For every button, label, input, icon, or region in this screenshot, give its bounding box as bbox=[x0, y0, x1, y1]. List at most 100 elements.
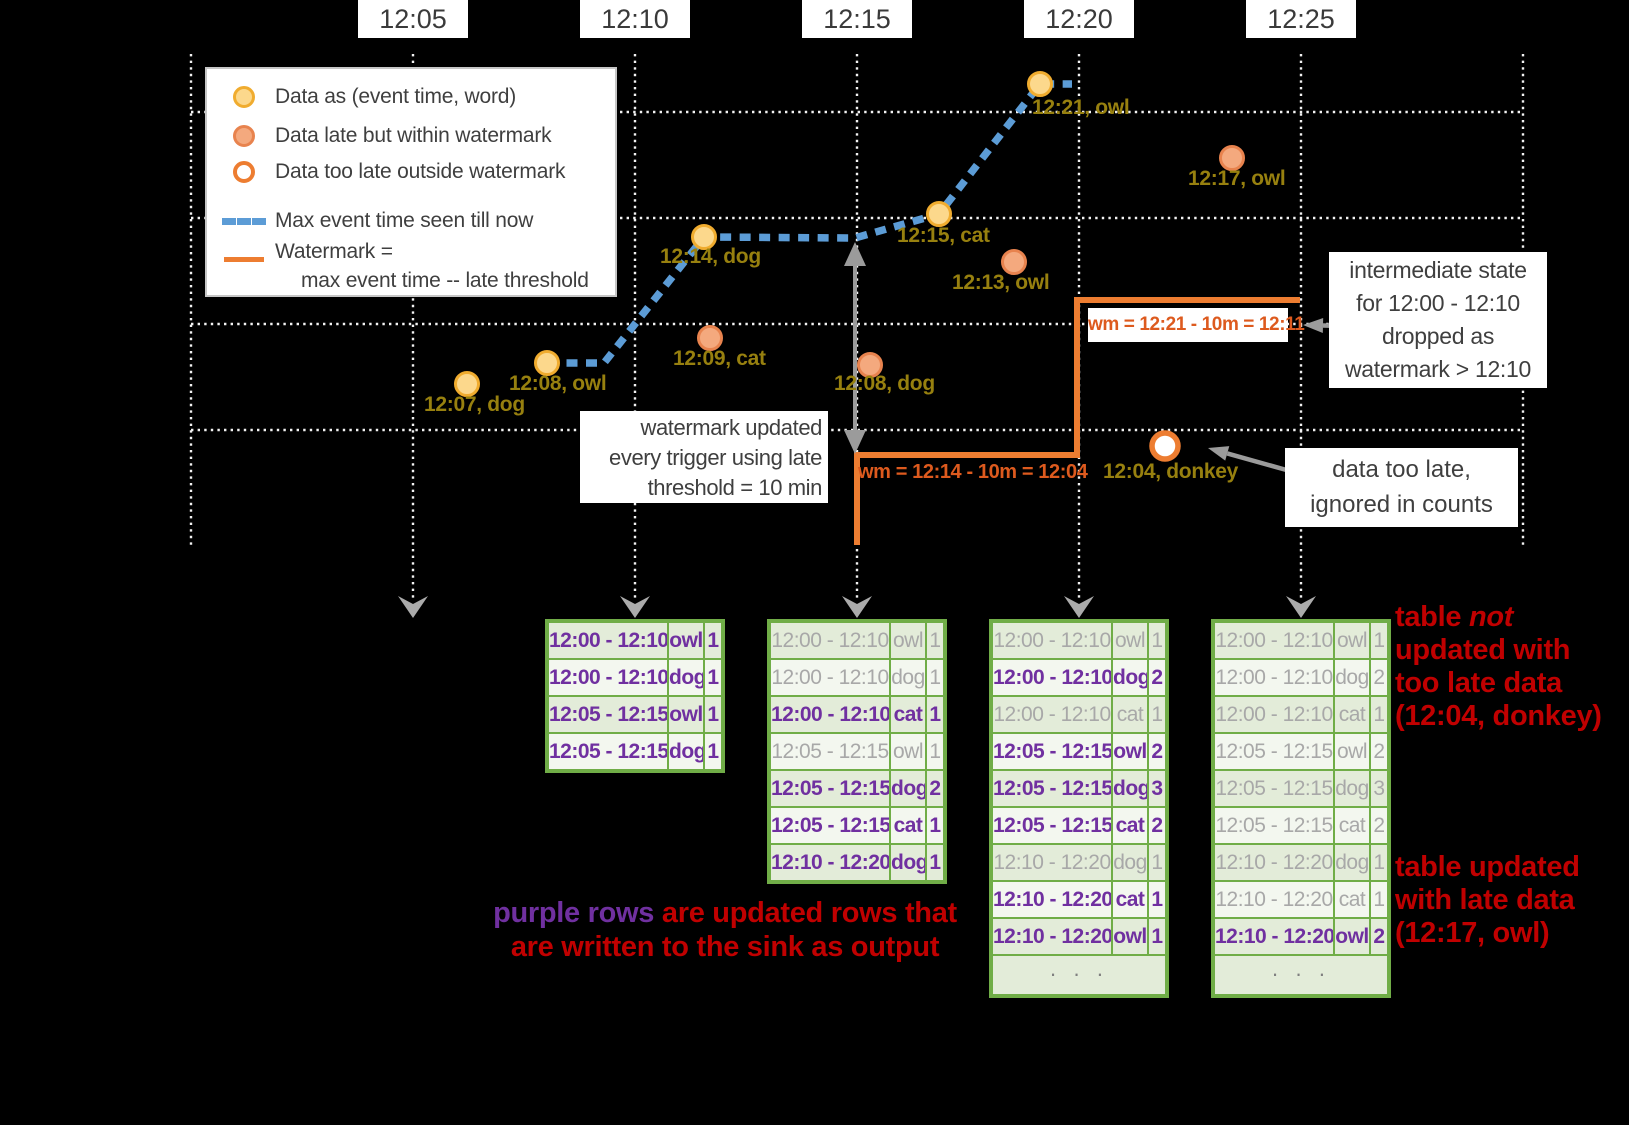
table-cell-window: 12:05 - 12:15 bbox=[549, 734, 667, 769]
table-cell-count: 1 bbox=[1371, 697, 1387, 732]
results-table-12-20: 12:00 - 12:10 owl 1 12:00 - 12:10 dog 2 12:00 … bbox=[989, 619, 1169, 998]
note-table-not-updated: table not updated with too late data (12… bbox=[1395, 601, 1602, 733]
trigger-arrow-icon bbox=[398, 596, 428, 618]
table-cell-count: 1 bbox=[927, 734, 943, 769]
table-cell-count: 1 bbox=[705, 734, 721, 769]
table-cell-count: 2 bbox=[1149, 734, 1165, 769]
note-line: purple rows are updated rows that bbox=[493, 897, 957, 929]
table-cell-word: dog bbox=[1335, 660, 1369, 695]
table-cell-count: 1 bbox=[927, 660, 943, 695]
point-label: 12:17, owl bbox=[1188, 167, 1286, 190]
table-cell-word: owl bbox=[1113, 734, 1147, 769]
note-table-updated-late: table updated with late data (12:17, owl… bbox=[1395, 851, 1580, 950]
point-label: 12:09, cat bbox=[673, 347, 766, 370]
table-cell-window: 12:05 - 12:15 bbox=[993, 734, 1111, 769]
double-arrow-up-head-icon bbox=[844, 242, 866, 266]
table-cell-count: 3 bbox=[1149, 771, 1165, 806]
callout-line: every trigger using late bbox=[609, 445, 822, 470]
late-point-icon bbox=[221, 125, 267, 147]
note-line: (12:17, owl) bbox=[1395, 917, 1550, 949]
table-cell-window: 12:10 - 12:20 bbox=[993, 919, 1111, 954]
note-line: table updated bbox=[1395, 851, 1580, 883]
table-cell-window: 12:05 - 12:15 bbox=[1215, 808, 1333, 843]
table-ellipsis-row: · · · bbox=[993, 956, 1165, 994]
table-cell-window: 12:05 - 12:15 bbox=[549, 697, 667, 732]
table-cell-count: 2 bbox=[1371, 660, 1387, 695]
table-cell-window: 12:10 - 12:20 bbox=[1215, 845, 1333, 880]
table-cell-count: 1 bbox=[1149, 882, 1165, 917]
note-line: table not bbox=[1395, 601, 1514, 633]
table-cell-word: owl bbox=[891, 623, 925, 658]
table-cell-window: 12:00 - 12:10 bbox=[993, 660, 1111, 695]
table-cell-count: 1 bbox=[1149, 919, 1165, 954]
table-cell-window: 12:05 - 12:15 bbox=[993, 808, 1111, 843]
table-cell-count: 1 bbox=[1371, 845, 1387, 880]
point-label: 12:07, dog bbox=[424, 393, 525, 416]
table-cell-count: 2 bbox=[927, 771, 943, 806]
table-cell-word: dog bbox=[1335, 771, 1369, 806]
callout-line: threshold = 10 min bbox=[647, 475, 823, 500]
trigger-time-12-05: 12:05 bbox=[358, 0, 468, 38]
watermark-formula-1: wm = 12:14 - 10m = 12:04 bbox=[858, 461, 1088, 483]
legend-label: Data too late outside watermark bbox=[275, 160, 566, 183]
table-cell-count: 1 bbox=[927, 697, 943, 732]
table-cell-window: 12:00 - 12:10 bbox=[771, 697, 889, 732]
table-cell-window: 12:10 - 12:20 bbox=[771, 845, 889, 880]
data-point-on-time bbox=[926, 201, 952, 227]
callout-line: intermediate state bbox=[1349, 257, 1527, 283]
table-cell-count: 1 bbox=[1371, 882, 1387, 917]
table-cell-count: 1 bbox=[1149, 697, 1165, 732]
table-cell-window: 12:00 - 12:10 bbox=[549, 623, 667, 658]
data-point-too-late bbox=[1149, 430, 1181, 462]
table-cell-count: 1 bbox=[927, 845, 943, 880]
table-cell-window: 12:00 - 12:10 bbox=[993, 623, 1111, 658]
table-cell-word: owl bbox=[891, 734, 925, 769]
table-cell-word: dog bbox=[1113, 845, 1147, 880]
table-cell-word: owl bbox=[1113, 623, 1147, 658]
table-cell-count: 1 bbox=[927, 808, 943, 843]
callout-line: ignored in counts bbox=[1310, 491, 1493, 518]
max-event-time-line-icon bbox=[221, 217, 267, 225]
trigger-time-12-20: 12:20 bbox=[1024, 0, 1134, 38]
table-cell-word: owl bbox=[1113, 919, 1147, 954]
point-label: 12:13, owl bbox=[952, 271, 1050, 294]
callout-line: watermark > 12:10 bbox=[1344, 356, 1532, 382]
table-cell-window: 12:10 - 12:20 bbox=[1215, 882, 1333, 917]
trigger-arrow-icon bbox=[842, 596, 872, 618]
table-cell-count: 1 bbox=[1371, 623, 1387, 658]
table-cell-count: 1 bbox=[1149, 623, 1165, 658]
point-label: 12:14, dog bbox=[660, 245, 761, 268]
table-cell-word: dog bbox=[891, 771, 925, 806]
data-point-late bbox=[697, 325, 723, 351]
callout-watermark-updated: watermark updated every trigger using la… bbox=[580, 411, 828, 503]
legend-label: Data late but within watermark bbox=[275, 124, 552, 147]
callout-line: watermark updated bbox=[640, 415, 822, 440]
max-event-time-line bbox=[547, 80, 1072, 367]
trigger-arrow-icon bbox=[620, 596, 650, 618]
callout-line: for 12:00 - 12:10 bbox=[1356, 290, 1520, 316]
table-cell-window: 12:10 - 12:20 bbox=[1215, 919, 1333, 954]
data-point-late bbox=[1219, 145, 1245, 171]
callout-arrow-shaft bbox=[1226, 451, 1291, 474]
table-cell-window: 12:00 - 12:10 bbox=[771, 623, 889, 658]
table-cell-count: 3 bbox=[1371, 771, 1387, 806]
table-cell-word: cat bbox=[1335, 882, 1369, 917]
legend-label: max event time -- late threshold bbox=[301, 269, 589, 292]
legend-label: Watermark = bbox=[275, 240, 393, 263]
legend-item-late: Data late but within watermark bbox=[221, 121, 552, 151]
table-cell-word: dog bbox=[669, 734, 703, 769]
data-point-late bbox=[1001, 249, 1027, 275]
double-arrow-down-head-icon bbox=[844, 430, 866, 454]
watermark-step-line bbox=[854, 297, 1300, 545]
table-cell-word: owl bbox=[1335, 734, 1369, 769]
note-line: too late data bbox=[1395, 667, 1562, 699]
legend-item-max-event-time: Max event time seen till now bbox=[221, 206, 533, 236]
table-ellipsis-row: · · · bbox=[1215, 956, 1387, 994]
note-line: (12:04, donkey) bbox=[1395, 700, 1602, 732]
results-table-12-10: 12:00 - 12:10 owl 1 12:00 - 12:10 dog 1 12:05 … bbox=[545, 619, 725, 773]
table-cell-window: 12:05 - 12:15 bbox=[1215, 771, 1333, 806]
table-cell-count: 2 bbox=[1371, 734, 1387, 769]
table-cell-word: cat bbox=[891, 697, 925, 732]
note-line: with late data bbox=[1395, 884, 1575, 916]
